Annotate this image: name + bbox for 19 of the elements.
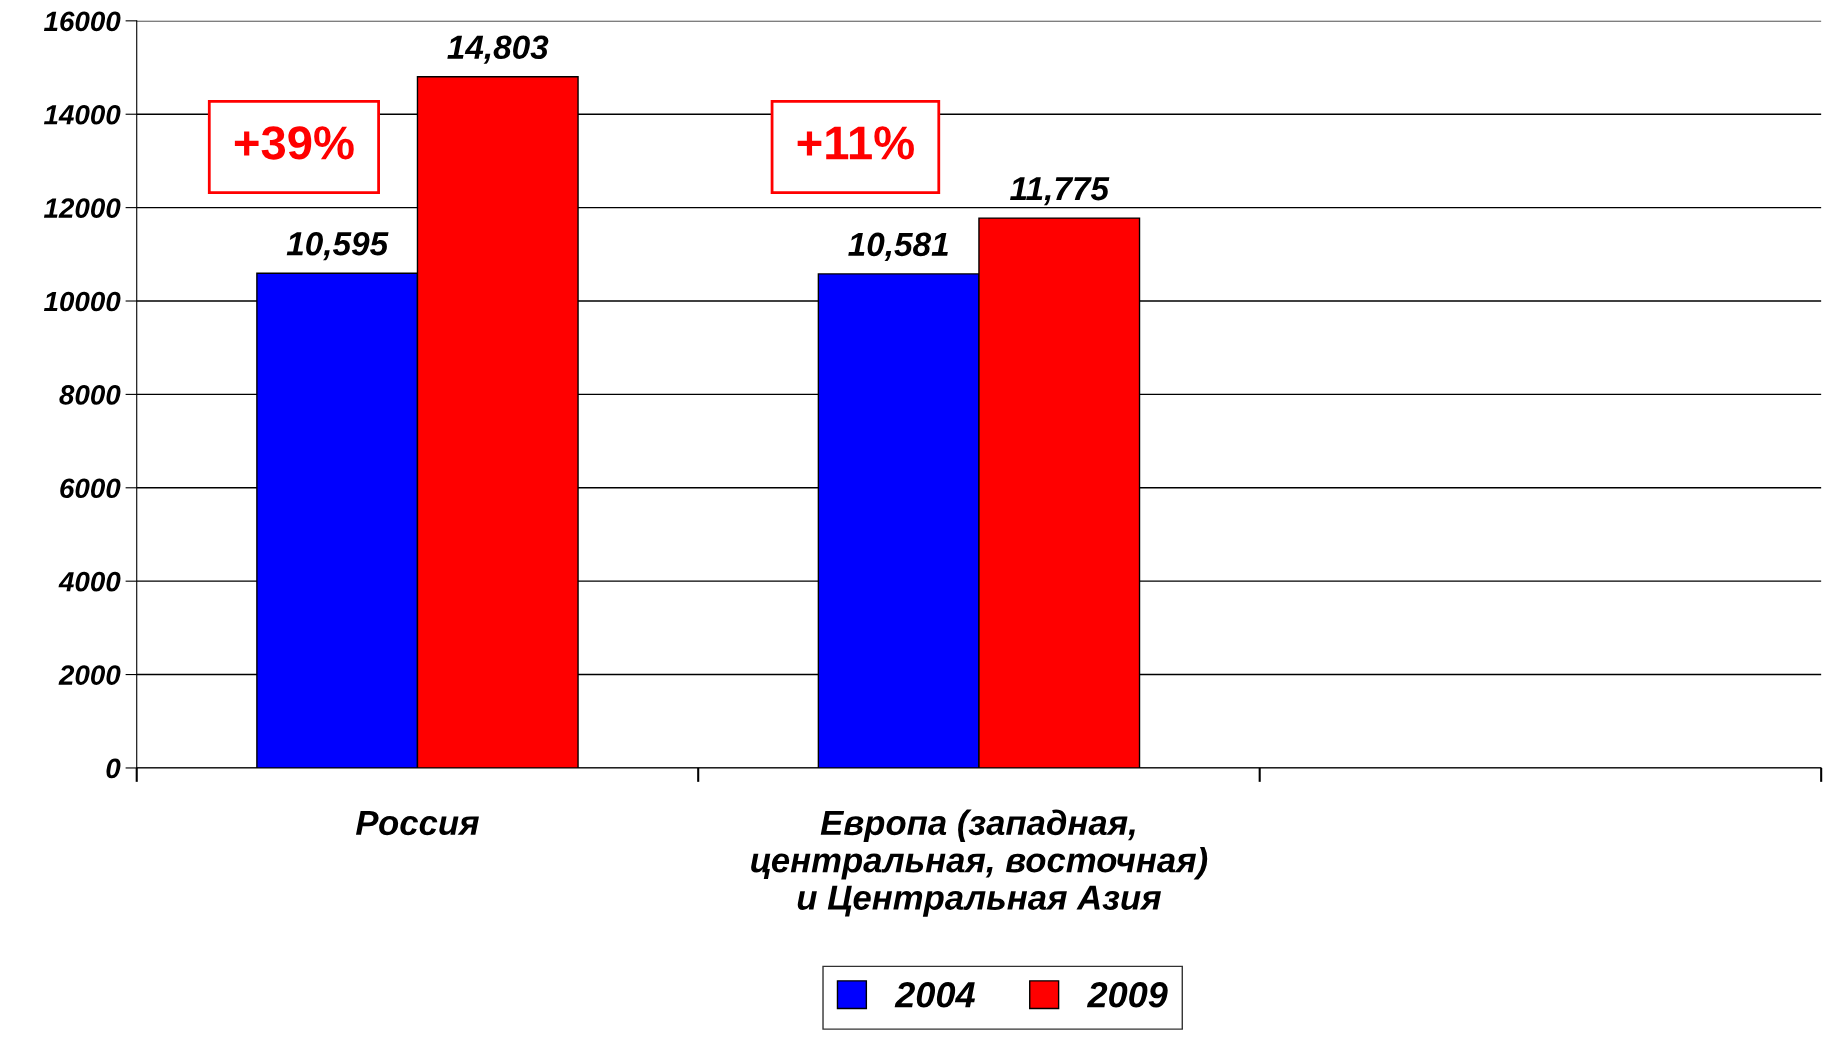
y-tick-label: 16000 — [43, 11, 121, 32]
x-tick-label: Россия — [356, 810, 479, 836]
y-tick-label: 8000 — [59, 385, 121, 405]
legend-label: 2004 — [894, 982, 975, 1008]
legend-label: 2009 — [1086, 982, 1168, 1008]
data-label: 10,581 — [848, 232, 948, 262]
data-label: 10,595 — [286, 231, 389, 261]
y-tick-label: 14000 — [43, 104, 121, 125]
y-tick-label: 12000 — [43, 198, 121, 218]
y-tick-label: 6000 — [60, 478, 121, 499]
x-tick-label: Европа (западная, центральная, восточная) и Центральная Азия — [751, 809, 1208, 917]
y-tick-label: 2000 — [58, 665, 121, 685]
annotation: +39% — [234, 126, 354, 160]
y-tick-label: 0 — [106, 758, 121, 779]
data-label: 14,803 — [447, 35, 549, 64]
y-tick-label: 4000 — [58, 571, 121, 592]
annotation: +11% — [797, 126, 914, 160]
y-tick-label: 10000 — [43, 291, 121, 312]
data-label: 11,775 — [1010, 177, 1110, 206]
